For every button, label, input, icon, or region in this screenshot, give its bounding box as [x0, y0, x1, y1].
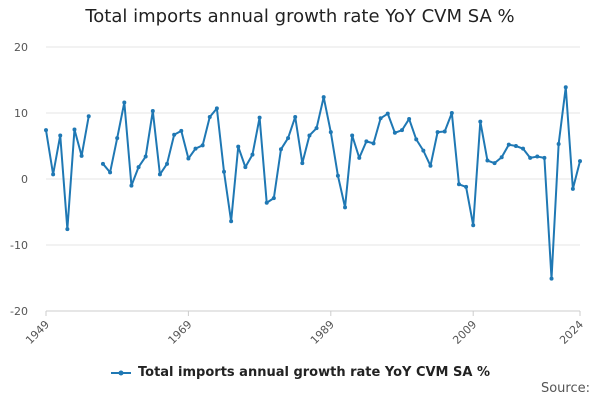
data-point[interactable] [471, 223, 476, 228]
data-point[interactable] [335, 173, 340, 178]
data-point[interactable] [378, 116, 383, 121]
data-point[interactable] [243, 165, 248, 170]
data-point[interactable] [293, 114, 298, 119]
data-point[interactable] [421, 148, 426, 153]
data-point[interactable] [442, 129, 447, 134]
chart-title: Total imports annual growth rate YoY CVM… [85, 6, 515, 27]
data-point[interactable] [492, 161, 497, 166]
data-point[interactable] [485, 158, 490, 163]
data-point[interactable] [556, 142, 561, 147]
data-point[interactable] [328, 130, 333, 135]
data-point[interactable] [136, 165, 141, 170]
data-point[interactable] [286, 136, 291, 141]
x-tick-label: 1989 [308, 318, 337, 347]
data-point[interactable] [44, 128, 48, 133]
data-point[interactable] [100, 161, 105, 166]
data-point[interactable] [129, 183, 134, 188]
y-tick-label: 0 [21, 173, 28, 186]
data-point[interactable] [207, 114, 212, 119]
data-point[interactable] [172, 132, 177, 137]
data-point[interactable] [321, 95, 326, 100]
data-point[interactable] [528, 155, 533, 160]
data-point[interactable] [364, 139, 369, 144]
data-point[interactable] [506, 142, 511, 147]
data-point[interactable] [343, 205, 348, 210]
data-point[interactable] [122, 100, 127, 105]
data-point[interactable] [65, 227, 70, 232]
data-point[interactable] [428, 163, 433, 168]
data-point[interactable] [549, 276, 554, 281]
x-tick-label: 1969 [166, 318, 195, 347]
data-point[interactable] [214, 106, 219, 111]
x-tick-label: 2024 [557, 318, 586, 347]
data-point[interactable] [86, 114, 91, 119]
data-point[interactable] [179, 128, 184, 133]
legend-swatch [111, 370, 131, 375]
data-point[interactable] [499, 155, 504, 160]
data-point[interactable] [143, 154, 148, 159]
data-point[interactable] [357, 155, 362, 160]
data-point[interactable] [314, 126, 319, 131]
x-tick-label: 1949 [23, 318, 52, 347]
data-point[interactable] [72, 127, 77, 132]
data-point[interactable] [521, 146, 526, 151]
gridlines [46, 46, 580, 312]
data-point[interactable] [193, 146, 198, 151]
data-point[interactable] [278, 147, 283, 152]
data-point[interactable] [58, 133, 63, 138]
data-point[interactable] [229, 219, 234, 224]
source-label: Source: [540, 381, 590, 396]
y-tick-label: 10 [14, 107, 28, 120]
data-point[interactable] [371, 141, 376, 146]
legend[interactable]: Total imports annual growth rate YoY CVM… [0, 365, 600, 380]
data-point[interactable] [414, 137, 419, 142]
data-point[interactable] [165, 161, 170, 166]
data-point[interactable] [51, 172, 56, 177]
data-point[interactable] [307, 133, 312, 138]
data-point[interactable] [578, 159, 582, 164]
data-point[interactable] [236, 144, 241, 149]
data-point[interactable] [186, 156, 191, 161]
data-point[interactable] [400, 128, 404, 133]
data-point[interactable] [115, 136, 120, 141]
data-point[interactable] [264, 200, 269, 205]
data-point[interactable] [435, 130, 440, 135]
data-point[interactable] [535, 154, 540, 159]
data-point[interactable] [157, 172, 162, 177]
legend-label: Total imports annual growth rate YoY CVM… [138, 365, 490, 380]
data-point[interactable] [200, 143, 205, 148]
y-tick-label: -10 [10, 239, 28, 252]
data-point[interactable] [542, 155, 547, 160]
data-point[interactable] [478, 119, 483, 124]
x-tick-label: 2009 [450, 318, 479, 347]
data-point[interactable] [563, 85, 568, 90]
data-point[interactable] [271, 196, 276, 201]
data-point[interactable] [570, 186, 575, 191]
data-point[interactable] [464, 184, 469, 189]
data-point[interactable] [222, 169, 226, 174]
data-point[interactable] [513, 144, 518, 148]
data-point[interactable] [300, 161, 305, 166]
y-tick-label: 20 [14, 41, 28, 54]
data-point[interactable] [108, 170, 113, 175]
data-point[interactable] [79, 153, 84, 158]
data-point[interactable] [449, 111, 454, 115]
series-layer [44, 85, 582, 281]
data-point[interactable] [456, 182, 461, 187]
data-point[interactable] [350, 133, 355, 138]
data-point[interactable] [407, 116, 412, 121]
data-point[interactable] [150, 109, 155, 114]
series-line [45, 86, 581, 280]
data-point[interactable] [257, 115, 262, 120]
y-tick-label: -20 [10, 305, 28, 318]
data-point[interactable] [385, 111, 390, 116]
data-point[interactable] [392, 130, 397, 135]
data-point[interactable] [250, 152, 255, 157]
